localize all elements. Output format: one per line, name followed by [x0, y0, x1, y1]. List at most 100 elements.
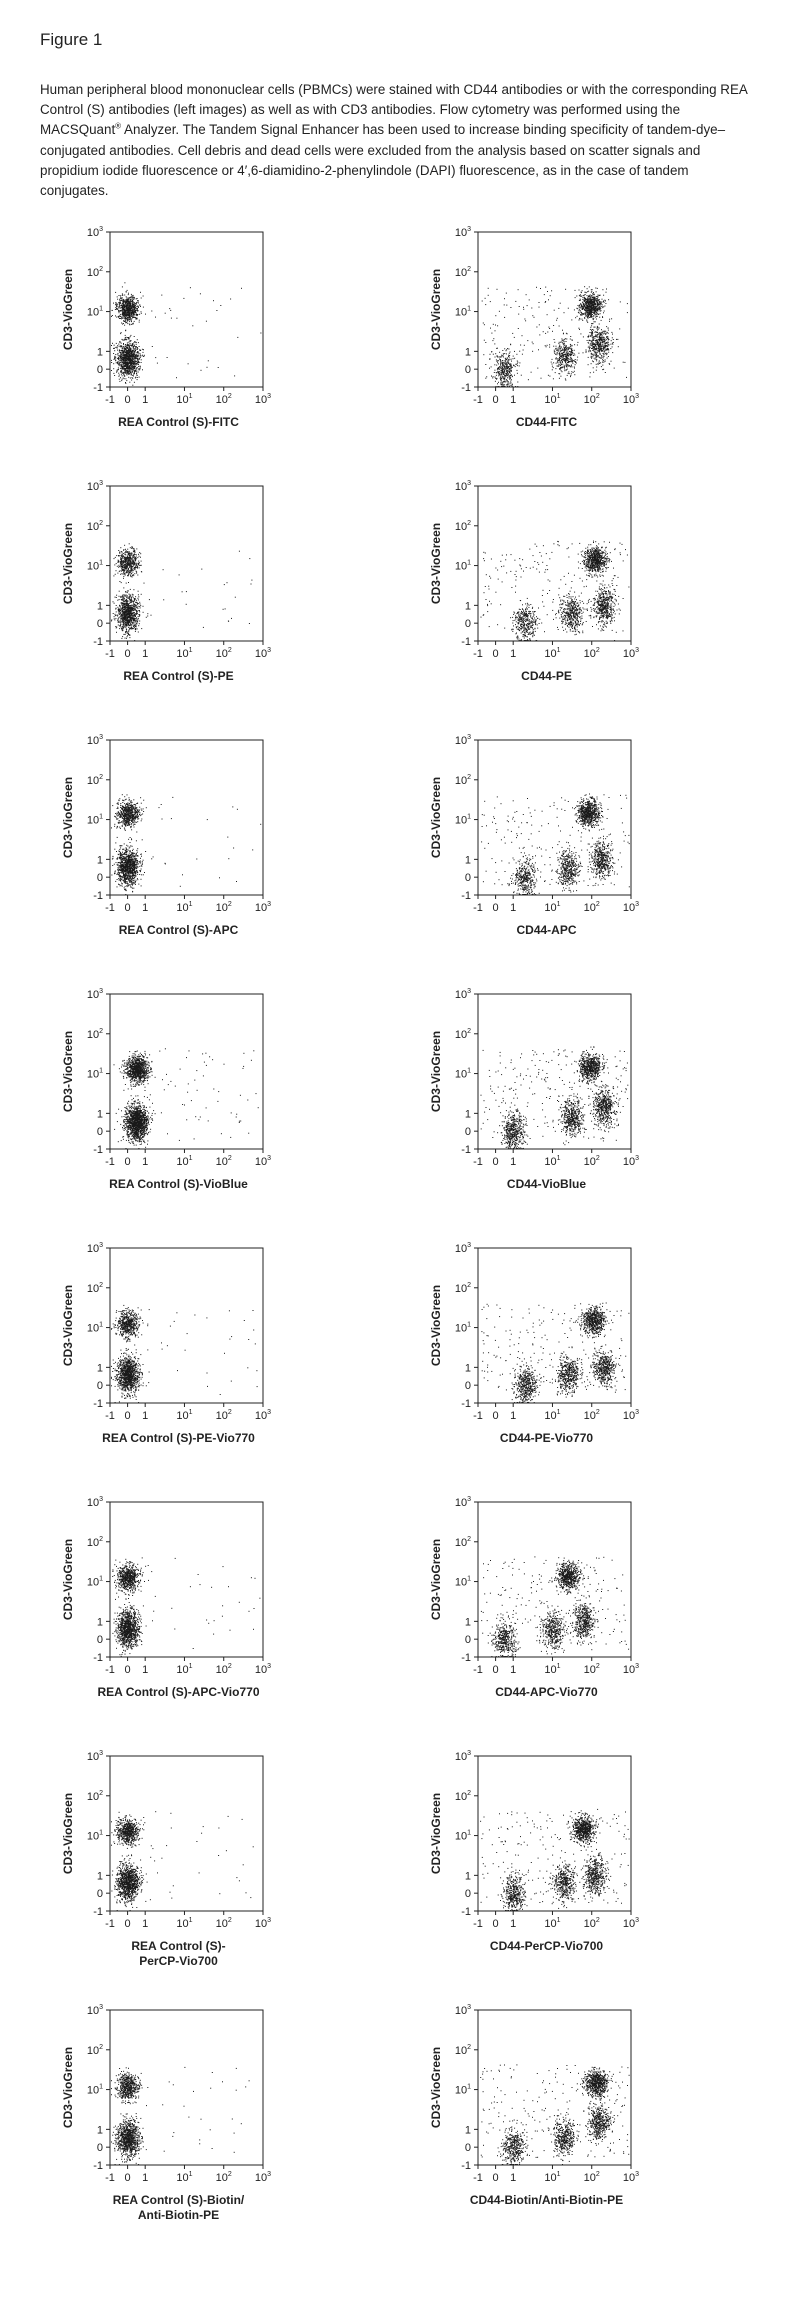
y-tick-label: 103	[87, 226, 103, 239]
event-dot	[605, 342, 607, 344]
event-dot	[577, 305, 579, 306]
event-dot	[594, 358, 596, 360]
event-dot	[124, 355, 126, 357]
event-dot	[512, 358, 514, 360]
event-dot	[139, 601, 141, 603]
event-dot	[111, 309, 113, 311]
event-dot	[509, 364, 511, 366]
event-dot	[605, 348, 607, 350]
event-dot	[506, 369, 508, 371]
event-dot	[558, 377, 560, 379]
event-dot	[126, 298, 128, 300]
event-dot	[117, 367, 119, 369]
event-dot	[507, 381, 509, 383]
event-dot	[499, 356, 501, 358]
event-dot	[135, 307, 137, 309]
event-dot	[600, 357, 602, 359]
event-dot	[124, 305, 126, 307]
event-dot	[610, 360, 612, 362]
event-dot	[616, 338, 617, 340]
event-dot	[584, 309, 585, 311]
event-dot	[556, 351, 558, 353]
event-dot	[118, 310, 120, 312]
event-dot	[142, 306, 144, 308]
event-dot	[124, 624, 126, 626]
event-dot	[617, 346, 619, 348]
event-dot	[130, 554, 132, 556]
event-dot	[601, 339, 603, 341]
event-dot	[600, 362, 602, 364]
event-dot	[564, 353, 566, 355]
event-dot	[597, 296, 599, 298]
event-dot	[514, 366, 516, 368]
event-dot	[132, 316, 134, 318]
event-dot	[121, 596, 123, 598]
event-dot	[567, 349, 569, 351]
event-dot	[578, 289, 580, 291]
event-dot	[131, 595, 133, 597]
event-dot	[125, 349, 127, 351]
event-dot	[133, 589, 135, 591]
event-dot	[601, 306, 603, 307]
event-dot	[538, 349, 539, 351]
event-dot	[189, 287, 191, 289]
event-dot	[584, 315, 586, 317]
event-dot	[123, 622, 125, 624]
event-dot	[120, 370, 121, 372]
event-dot	[594, 313, 596, 315]
event-dot	[128, 319, 130, 321]
event-dot	[132, 306, 134, 308]
event-dot	[481, 300, 483, 302]
event-dot	[594, 311, 596, 313]
event-dot	[130, 303, 132, 305]
event-dot	[125, 551, 127, 553]
event-dot	[122, 318, 124, 319]
event-dot	[510, 363, 512, 365]
event-dot	[111, 359, 112, 361]
x-tick-label: 101	[176, 393, 192, 406]
event-dot	[133, 302, 135, 304]
event-dot	[120, 295, 122, 297]
event-dot	[578, 352, 580, 354]
event-dot	[132, 313, 134, 315]
event-dot	[135, 357, 137, 359]
event-dot	[116, 316, 118, 318]
event-dot	[523, 308, 525, 310]
event-dot	[140, 571, 142, 573]
event-dot	[591, 329, 592, 331]
event-dot	[566, 351, 568, 353]
event-dot	[132, 311, 134, 313]
event-dot	[596, 301, 598, 303]
event-dot	[135, 341, 137, 343]
event-dot	[127, 305, 129, 307]
event-dot	[119, 607, 121, 609]
y-tick-label: -1	[93, 382, 103, 394]
event-dot	[496, 360, 498, 362]
event-dot	[120, 296, 121, 298]
event-dot	[525, 294, 527, 296]
event-dot	[118, 372, 120, 374]
event-dot	[129, 617, 131, 619]
event-dot	[588, 334, 590, 336]
event-dot	[124, 309, 126, 311]
event-dot	[133, 381, 135, 383]
event-dot	[580, 333, 582, 335]
event-dot	[502, 372, 504, 374]
event-dot	[598, 339, 599, 341]
event-dot	[121, 378, 123, 380]
event-dot	[134, 358, 136, 360]
event-dot	[557, 347, 559, 349]
event-dot	[608, 339, 610, 340]
event-dot	[600, 355, 602, 357]
event-dot	[590, 289, 592, 291]
event-dot	[604, 333, 606, 335]
event-dot	[127, 310, 129, 312]
event-dot	[597, 331, 599, 333]
event-dot	[129, 370, 130, 372]
event-dot	[560, 362, 562, 364]
event-dot	[504, 353, 506, 354]
event-dot	[126, 352, 128, 354]
event-dot	[567, 347, 569, 349]
event-dot	[129, 350, 131, 352]
event-dot	[128, 319, 130, 320]
